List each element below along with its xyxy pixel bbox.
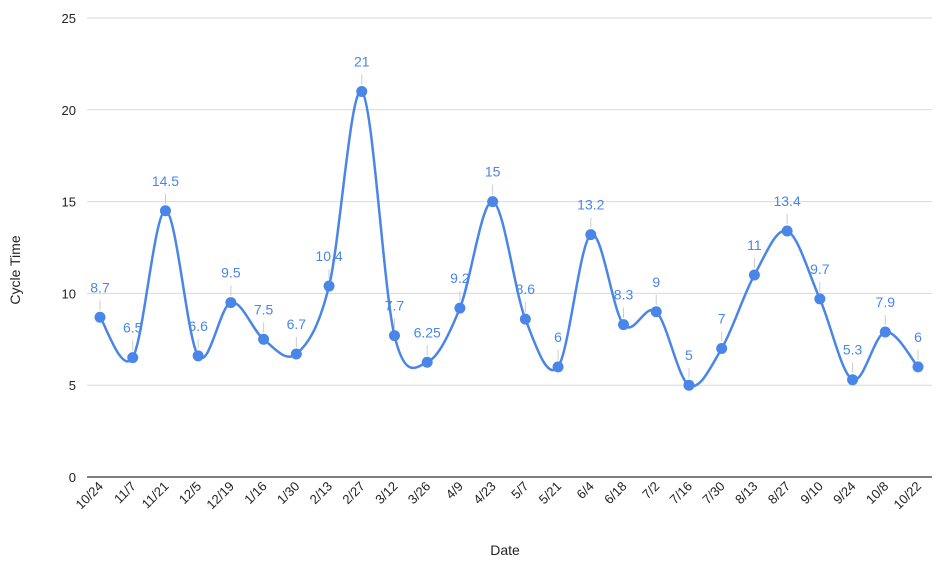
x-axis-title: Date bbox=[490, 542, 520, 558]
x-tick-label: 12/5 bbox=[176, 479, 205, 508]
y-tick-label: 20 bbox=[62, 103, 76, 118]
data-point bbox=[683, 379, 695, 391]
data-label: 5 bbox=[685, 347, 693, 363]
data-label: 8.6 bbox=[516, 281, 536, 297]
data-label: 11 bbox=[747, 237, 762, 253]
data-point bbox=[487, 196, 499, 208]
x-tick-label: 4/23 bbox=[470, 479, 499, 508]
data-label: 6.7 bbox=[287, 316, 307, 332]
data-point bbox=[356, 85, 368, 97]
x-tick-label: 8/13 bbox=[732, 479, 761, 508]
x-tick-label: 11/7 bbox=[111, 479, 139, 507]
y-axis-title: Cycle Time bbox=[7, 235, 23, 304]
x-tick-label: 9/24 bbox=[830, 479, 859, 508]
x-tick-label: 3/12 bbox=[372, 479, 401, 508]
data-point bbox=[519, 313, 531, 325]
data-label: 6.5 bbox=[123, 320, 143, 336]
x-tick-label: 11/21 bbox=[139, 479, 172, 512]
x-tick-label: 1/30 bbox=[274, 479, 303, 508]
data-label: 6 bbox=[914, 329, 922, 345]
x-tick-label: 6/18 bbox=[601, 479, 630, 508]
data-label: 9.7 bbox=[810, 261, 830, 277]
data-point bbox=[323, 280, 335, 292]
data-label: 21 bbox=[354, 53, 370, 69]
data-label: 7 bbox=[718, 310, 726, 326]
x-tick-label: 3/26 bbox=[405, 479, 434, 508]
x-tick-label: 2/13 bbox=[307, 479, 336, 508]
x-tick-label: 4/9 bbox=[443, 479, 466, 502]
data-point bbox=[94, 311, 106, 323]
data-label: 9.2 bbox=[450, 270, 470, 286]
x-tick-label: 7/2 bbox=[639, 479, 662, 502]
data-label: 9 bbox=[652, 274, 660, 290]
y-tick-label: 0 bbox=[69, 470, 76, 485]
data-label: 8.7 bbox=[90, 279, 110, 295]
data-labels: 8.7 6.5 14.5 6.6 9.5 7.5 6.7 10.4 21 7.7 6.25 9.2 15… bbox=[90, 53, 922, 379]
x-tick-label: 8/27 bbox=[765, 479, 794, 508]
data-point bbox=[618, 319, 630, 331]
y-axis-ticks: 0 5 10 15 20 25 bbox=[62, 11, 76, 485]
data-label: 7.7 bbox=[385, 298, 405, 314]
data-point bbox=[650, 306, 662, 318]
data-points bbox=[94, 85, 924, 391]
data-point bbox=[454, 302, 466, 314]
data-label: 14.5 bbox=[152, 173, 179, 189]
data-point bbox=[127, 352, 139, 364]
data-point bbox=[225, 297, 237, 309]
data-point bbox=[716, 342, 728, 354]
data-point bbox=[258, 333, 270, 345]
x-tick-label: 9/10 bbox=[797, 479, 826, 508]
x-tick-label: 7/30 bbox=[699, 479, 728, 508]
data-point bbox=[781, 225, 793, 237]
y-tick-label: 5 bbox=[69, 378, 76, 393]
data-point bbox=[748, 269, 760, 281]
gridlines bbox=[87, 17, 932, 478]
x-tick-label: 1/16 bbox=[241, 479, 270, 508]
data-label: 13.2 bbox=[577, 197, 604, 213]
data-point bbox=[814, 293, 826, 305]
data-point bbox=[192, 350, 204, 362]
data-point bbox=[159, 205, 171, 217]
x-tick-label: 10/22 bbox=[891, 479, 925, 513]
data-point bbox=[879, 326, 891, 338]
x-tick-label: 5/21 bbox=[536, 479, 565, 508]
data-label: 7.5 bbox=[254, 301, 274, 317]
data-label: 5.3 bbox=[843, 342, 863, 358]
x-tick-label: 2/27 bbox=[339, 479, 368, 508]
x-tick-label: 12/19 bbox=[203, 479, 237, 513]
cycle-time-series-line bbox=[98, 90, 919, 388]
y-tick-label: 10 bbox=[62, 286, 76, 301]
data-label: 9.5 bbox=[221, 265, 241, 281]
x-tick-label: 7/16 bbox=[667, 479, 696, 508]
data-point bbox=[912, 361, 924, 373]
series-line-layer bbox=[98, 90, 919, 388]
x-tick-label: 10/8 bbox=[863, 479, 892, 508]
data-point bbox=[290, 348, 302, 360]
data-point bbox=[847, 374, 859, 386]
data-point bbox=[388, 330, 400, 342]
data-label: 15 bbox=[485, 164, 501, 180]
data-label: 6.6 bbox=[188, 318, 208, 334]
data-point bbox=[552, 361, 564, 373]
data-label: 13.4 bbox=[773, 193, 800, 209]
data-label: 10.4 bbox=[315, 248, 342, 264]
data-label: 8.3 bbox=[614, 287, 634, 303]
data-label: 6 bbox=[554, 329, 562, 345]
data-point bbox=[421, 356, 433, 368]
x-tick-label: 5/7 bbox=[508, 479, 531, 502]
y-tick-label: 15 bbox=[62, 195, 76, 210]
x-tick-label: 6/4 bbox=[574, 479, 597, 502]
x-axis-ticks: 10/24 11/7 11/21 12/5 12/19 1/16 1/30 2/13 2/27 3… bbox=[73, 479, 925, 513]
y-tick-label: 25 bbox=[62, 11, 76, 26]
data-label: 6.25 bbox=[414, 324, 441, 340]
data-label: 7.9 bbox=[876, 294, 896, 310]
data-point bbox=[585, 229, 597, 241]
x-tick-label: 10/24 bbox=[73, 479, 107, 513]
